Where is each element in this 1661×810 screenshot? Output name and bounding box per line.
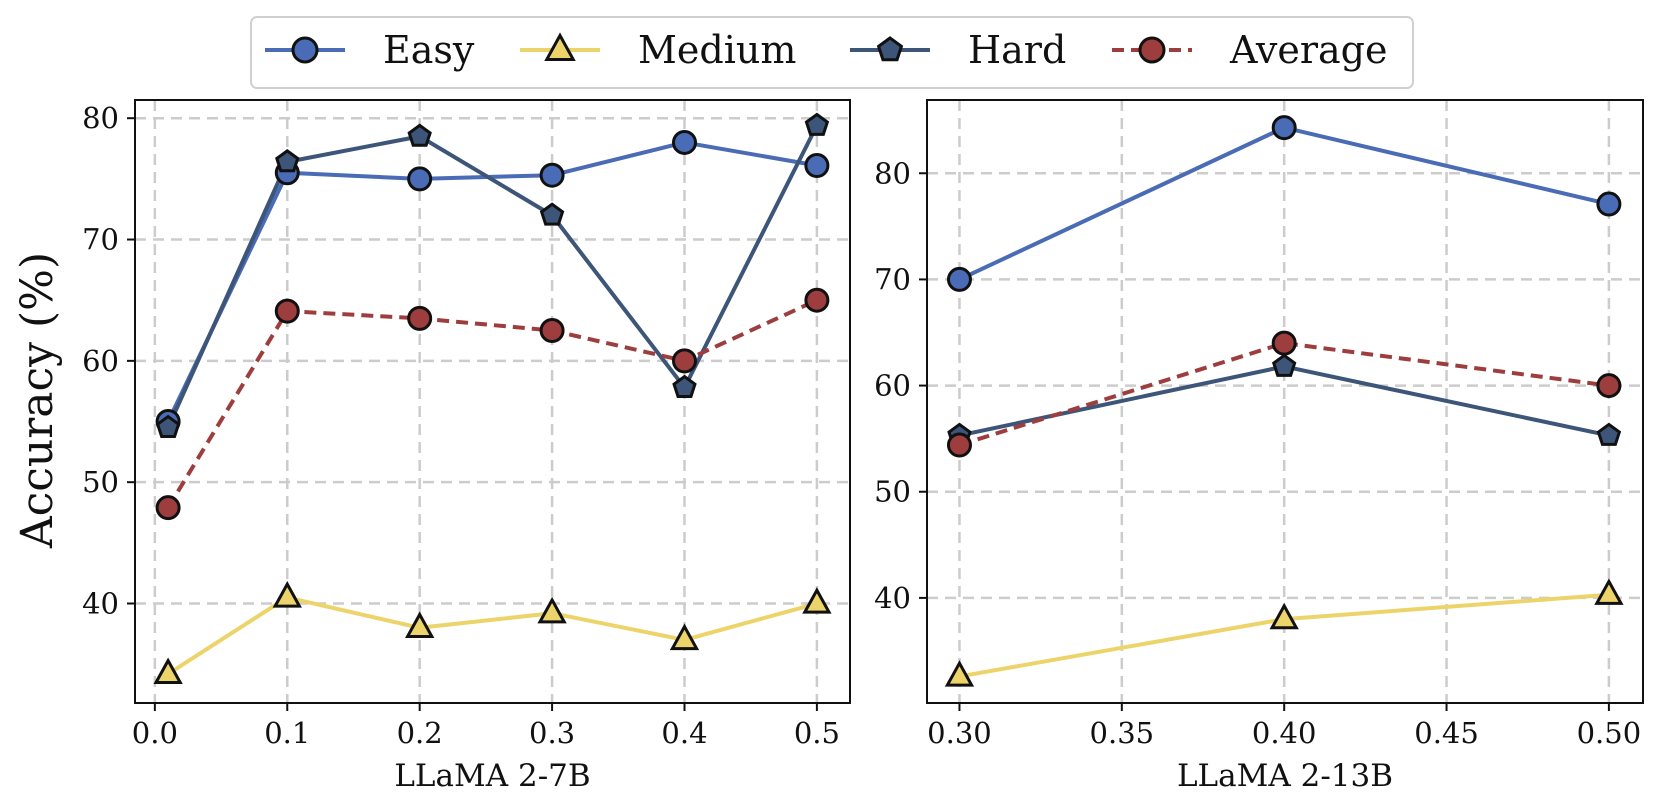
right-point-medium <box>1269 602 1299 630</box>
legend-marker-medium <box>544 32 576 61</box>
left-point-medium <box>153 657 183 685</box>
right-series-line-average <box>958 341 1610 447</box>
left-point-easy <box>671 129 697 155</box>
right-series-line-easy <box>958 125 1610 282</box>
y-axis-label: Accuracy (%) <box>12 252 63 549</box>
left-xtick-label: 0.0 <box>132 716 178 750</box>
right-ytick-label: 80 <box>874 156 911 190</box>
right-x-axis-label: LLaMA 2-13B <box>1177 758 1393 794</box>
left-point-easy <box>539 162 565 188</box>
left-ytick-label: 80 <box>82 101 119 135</box>
left-point-easy <box>407 166 433 192</box>
right-point-medium <box>944 660 975 687</box>
right-point-hard <box>1596 422 1622 446</box>
right-point-easy <box>1271 115 1297 141</box>
legend-label-easy: Easy <box>383 28 475 72</box>
right-point-easy <box>1596 191 1622 217</box>
left-ytick-label: 50 <box>82 465 119 499</box>
left-ytick-label: 40 <box>82 587 119 621</box>
legend-label-hard: Hard <box>968 28 1066 72</box>
left-point-hard <box>275 149 300 173</box>
right-ytick-label: 60 <box>874 369 911 403</box>
legend: Easy Medium Hard Average <box>250 16 1414 89</box>
right-ytick-label: 50 <box>874 475 911 509</box>
right-ytick-label: 70 <box>874 262 911 296</box>
left-ytick-label: 60 <box>82 344 119 378</box>
left-point-medium <box>272 581 302 608</box>
right-xtick-label: 0.40 <box>1252 716 1317 750</box>
left-point-average <box>671 348 697 374</box>
legend-label-medium: Medium <box>638 28 796 72</box>
left-point-hard <box>155 414 181 438</box>
left-plot-frame <box>134 99 851 704</box>
left-series-line-easy <box>166 140 818 423</box>
left-xtick-label: 0.2 <box>397 716 443 750</box>
legend-marker-average <box>1138 36 1166 64</box>
right-point-hard <box>1271 353 1297 377</box>
right-point-average <box>1596 373 1622 399</box>
left-series-line-medium <box>167 595 818 676</box>
legend-label-average: Average <box>1229 28 1388 72</box>
right-xtick-label: 0.50 <box>1577 716 1642 750</box>
left-point-hard <box>804 112 830 136</box>
left-xtick-label: 0.1 <box>264 716 310 750</box>
left-series-line-average <box>166 298 818 509</box>
left-point-average <box>155 495 181 521</box>
left-point-easy <box>804 153 830 179</box>
legend-marker-hard <box>876 36 904 62</box>
left-point-medium <box>405 611 435 638</box>
right-xtick-label: 0.30 <box>927 716 992 750</box>
left-x-axis-label: LLaMA 2-7B <box>394 758 590 794</box>
right-chart-panel: 0.30 0.35 0.40 0.45 0.50 40 50 60 70 80 LLaMA 2-13… <box>874 99 1644 794</box>
left-xtick-label: 0.5 <box>794 716 840 750</box>
right-ytick-label: 40 <box>874 581 911 615</box>
right-xtick-label: 0.35 <box>1090 716 1155 750</box>
left-series-line-hard <box>166 124 819 429</box>
left-xtick-label: 0.4 <box>661 716 707 750</box>
left-point-average <box>274 298 300 324</box>
left-point-medium <box>537 596 567 624</box>
left-chart-panel: 0.0 0.1 0.2 0.3 0.4 0.5 40 50 60 70 80 LLaMA 2-7B Ac… <box>12 99 851 794</box>
left-point-medium <box>802 587 832 614</box>
left-ytick-label: 70 <box>82 223 119 257</box>
left-point-hard <box>539 202 565 226</box>
right-point-average <box>1271 330 1297 356</box>
left-point-medium <box>669 623 700 651</box>
left-point-hard <box>672 374 697 398</box>
legend-frame <box>250 16 1414 89</box>
left-point-hard <box>407 123 432 147</box>
right-xtick-label: 0.45 <box>1414 716 1479 750</box>
right-point-easy <box>946 266 972 292</box>
right-point-average <box>946 432 972 458</box>
left-xtick-label: 0.3 <box>529 716 575 750</box>
left-point-average <box>539 318 565 344</box>
legend-marker-easy <box>291 36 319 64</box>
left-point-average <box>407 305 433 331</box>
left-point-average <box>804 287 830 313</box>
right-point-medium <box>1594 578 1624 605</box>
